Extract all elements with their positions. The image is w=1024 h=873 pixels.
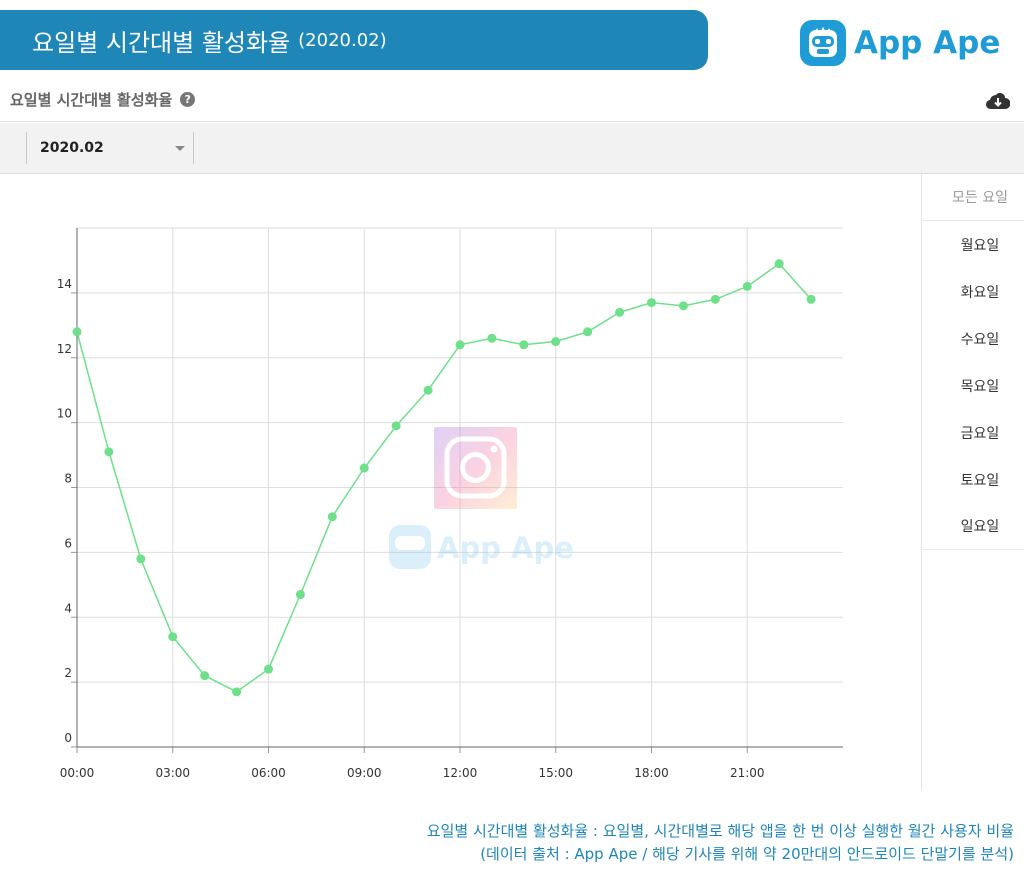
x-tick-label: 09:00 [347,766,382,780]
data-point[interactable] [583,327,593,337]
brand-logo: App Ape [800,14,1000,72]
data-point[interactable] [423,385,433,395]
period-select[interactable]: 2020.02 [26,132,194,164]
day-filter-tuesday[interactable]: 화요일 [960,284,1000,301]
day-filter-monday[interactable]: 월요일 [960,237,1000,254]
y-tick-label: 4 [64,601,72,615]
period-select-value: 2020.02 [40,140,104,156]
x-tick-label: 03:00 [155,766,190,780]
x-tick-label: 21:00 [730,766,765,780]
title-banner: 요일별 시간대별 활성화율 (2020.02) [0,10,708,70]
data-point[interactable] [232,687,242,697]
instagram-icon [434,427,517,509]
y-tick-label: 10 [57,407,72,421]
chart-area: App Ape 0 2 4 6 8 10 12 14 00:00 03:00 06:00 09:00 1… [0,174,921,790]
data-point[interactable] [806,294,816,304]
y-tick-label: 8 [64,472,72,486]
line-chart: App Ape 0 2 4 6 8 10 12 14 00:00 03:00 06:00 09:00 1… [57,227,843,780]
data-point[interactable] [200,671,210,681]
cloud-download-icon[interactable] [986,90,1010,110]
footnote-definition: 요일별 시간대별 활성화율 : 요일별, 시간대별로 해당 앱을 한 번 이상 … [426,822,1014,840]
y-tick-label: 0 [64,731,72,745]
data-point[interactable] [391,421,401,431]
section-title: 요일별 시간대별 활성화율 [10,91,173,109]
data-point[interactable] [519,340,529,350]
y-tick-label: 2 [64,666,72,680]
data-point[interactable] [104,447,114,457]
x-tick-label: 15:00 [538,766,573,780]
data-point[interactable] [168,632,178,642]
y-tick-label: 6 [64,536,72,550]
data-point[interactable] [774,259,784,269]
watermark-brand-name: App Ape [437,531,574,565]
watermark: App Ape [389,427,574,569]
data-point[interactable] [487,333,497,343]
x-tick-label: 06:00 [251,766,286,780]
section-header: 요일별 시간대별 활성화율 ? [0,78,1024,122]
data-point[interactable] [455,340,465,350]
day-filter-all[interactable]: 모든 요일 [922,174,1024,221]
y-tick-label: 14 [57,277,72,291]
data-point[interactable] [295,590,305,600]
brand-name: App Ape [854,25,1001,61]
page-title: 요일별 시간대별 활성화율 [32,28,291,57]
data-point[interactable] [136,554,146,564]
footnote-source: (데이터 출처 : App Ape / 해당 기사를 위해 약 20만대의 안드… [480,845,1014,863]
data-point[interactable] [551,337,561,347]
data-point[interactable] [264,664,273,674]
day-filter-panel: 모든 요일 월요일 화요일 수요일 목요일 금요일 토요일 일요일 [921,174,1024,790]
day-filter-wednesday[interactable]: 수요일 [960,331,1000,348]
data-point[interactable] [678,301,688,311]
filter-bar: 2020.02 [0,123,1024,174]
app-ape-logo-icon [800,20,846,66]
x-tick-label: 00:00 [60,766,95,780]
day-filter-saturday[interactable]: 토요일 [960,472,1000,489]
caret-down-icon [175,146,185,151]
data-point[interactable] [742,281,752,291]
day-filter-sunday[interactable]: 일요일 [922,503,1024,550]
question-circle-icon[interactable]: ? [180,92,196,107]
day-filter-friday[interactable]: 금요일 [960,425,1000,442]
x-tick-label: 12:00 [443,766,478,780]
y-tick-label: 12 [57,342,72,356]
data-point[interactable] [615,307,625,317]
data-point[interactable] [359,463,369,473]
title-period: (2020.02) [298,29,387,51]
series-line [76,262,812,693]
data-point[interactable] [710,294,720,304]
footnote: 요일별 시간대별 활성화율 : 요일별, 시간대별로 해당 앱을 한 번 이상 … [427,820,1014,866]
data-point[interactable] [327,512,337,522]
x-tick-label: 18:00 [634,766,669,780]
day-filter-thursday[interactable]: 목요일 [960,378,1000,395]
data-point[interactable] [647,298,656,308]
data-point[interactable] [72,327,82,337]
app-ape-watermark-icon [389,525,431,569]
